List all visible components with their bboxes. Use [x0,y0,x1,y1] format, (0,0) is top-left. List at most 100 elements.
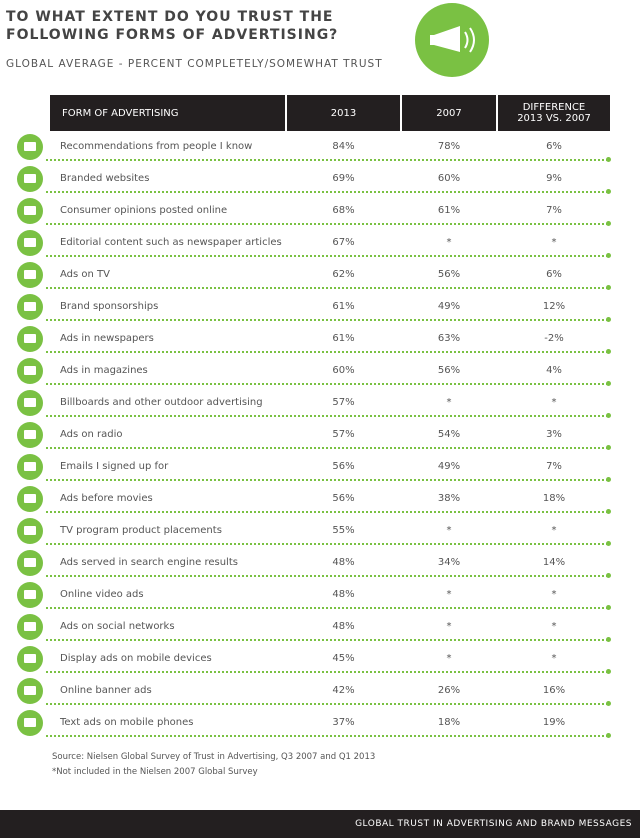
value-cell: 18% [437,717,461,728]
label-cell: Recommendations from people I know [60,141,253,152]
title-line: TO WHAT EXTENT DO YOU TRUST THE [6,9,334,25]
value-cell: * [446,397,452,408]
column-header: 2007 [402,95,496,131]
note: *Not included in the Nielsen 2007 Global… [52,767,258,777]
value-cell: 60% [332,365,355,376]
value-cell: 49% [437,301,461,312]
row-divider-end [606,349,611,354]
row-divider-end [606,541,611,546]
value-cell: 68% [332,205,355,216]
value-cell: 9% [546,173,562,184]
label-cell: Ads in newspapers [60,333,154,344]
source: Source: Nielsen Global Survey of Trust i… [52,752,376,762]
row-divider-end [606,637,611,642]
label-cell: Ads on radio [60,429,123,440]
label-cell: Brand sponsorships [60,301,159,312]
label-cell: Consumer opinions posted online [60,205,228,216]
label-cell: Ads on TV [60,269,110,280]
row-divider-end [606,253,611,258]
row-icon [17,422,43,448]
value-cell: 4% [546,365,562,376]
value-cell: 67% [332,237,355,248]
label-cell: Ads served in search engine results [60,557,238,568]
row-divider [46,703,608,705]
value-cell: 49% [437,461,461,472]
value-cell: 63% [437,333,461,344]
value-cell: 48% [332,621,355,632]
value-cell: 37% [332,717,355,728]
row-divider [46,671,608,673]
value-cell: 56% [332,493,355,504]
value-cell: * [446,621,452,632]
row-divider-end [606,509,611,514]
value-cell: 56% [437,365,461,376]
value-cell: 16% [542,685,566,696]
row-divider-end [606,189,611,194]
row-divider-end [606,477,611,482]
row-divider [46,191,608,193]
row-divider [46,255,608,257]
column-header: 2013 [287,95,400,131]
value-cell: 78% [437,141,461,152]
column-header: DIFFERENCE 2013 VS. 2007 [498,95,610,131]
value-cell: 12% [542,301,566,312]
row-icon [17,614,43,640]
row-divider-end [606,221,611,226]
value-cell: 34% [437,557,461,568]
value-cell: 60% [437,173,461,184]
value-cell: * [551,653,557,664]
row-divider [46,511,608,513]
value-cell: * [446,653,452,664]
row-icon [17,710,43,736]
value-cell: 48% [332,589,355,600]
value-cell: 56% [437,269,461,280]
value-cell: * [551,621,557,632]
value-cell: 84% [332,141,355,152]
row-icon [17,134,43,160]
value-cell: * [446,237,452,248]
value-cell: 55% [332,525,355,536]
row-icon [17,678,43,704]
row-divider-end [606,381,611,386]
value-cell: 54% [437,429,461,440]
value-cell: 6% [546,141,562,152]
row-icon [17,550,43,576]
value-cell: * [446,525,452,536]
title-line: FOLLOWING FORMS OF ADVERTISING? [6,27,339,43]
row-icon [17,326,43,352]
value-cell: 48% [332,557,355,568]
label-cell: Editorial content such as newspaper arti… [60,237,282,248]
row-divider-end [606,317,611,322]
label-cell: Online banner ads [60,685,152,696]
value-cell: * [551,525,557,536]
row-icon [17,358,43,384]
row-icon [17,294,43,320]
row-icon [17,262,43,288]
value-cell: 7% [546,205,562,216]
subtitle: GLOBAL AVERAGE - PERCENT COMPLETELY/SOME… [6,58,383,70]
row-icon [17,198,43,224]
row-divider [46,415,608,417]
value-cell: * [551,589,557,600]
row-divider [46,223,608,225]
label-cell: Ads in magazines [60,365,148,376]
row-icon [17,230,43,256]
row-icon [17,646,43,672]
value-cell: 57% [332,429,355,440]
row-divider [46,287,608,289]
row-divider [46,383,608,385]
value-cell: 61% [332,301,355,312]
row-divider-end [606,701,611,706]
row-icon [17,582,43,608]
row-divider-end [606,157,611,162]
value-cell: 6% [546,269,562,280]
row-divider [46,639,608,641]
row-divider-end [606,445,611,450]
value-cell: 62% [332,269,355,280]
label-cell: Text ads on mobile phones [60,717,194,728]
title: TO WHAT EXTENT DO YOU TRUST THE FOLLOWIN… [6,8,338,44]
label-cell: Branded websites [60,173,150,184]
value-cell: 7% [546,461,562,472]
row-divider-end [606,733,611,738]
value-cell: 45% [332,653,355,664]
